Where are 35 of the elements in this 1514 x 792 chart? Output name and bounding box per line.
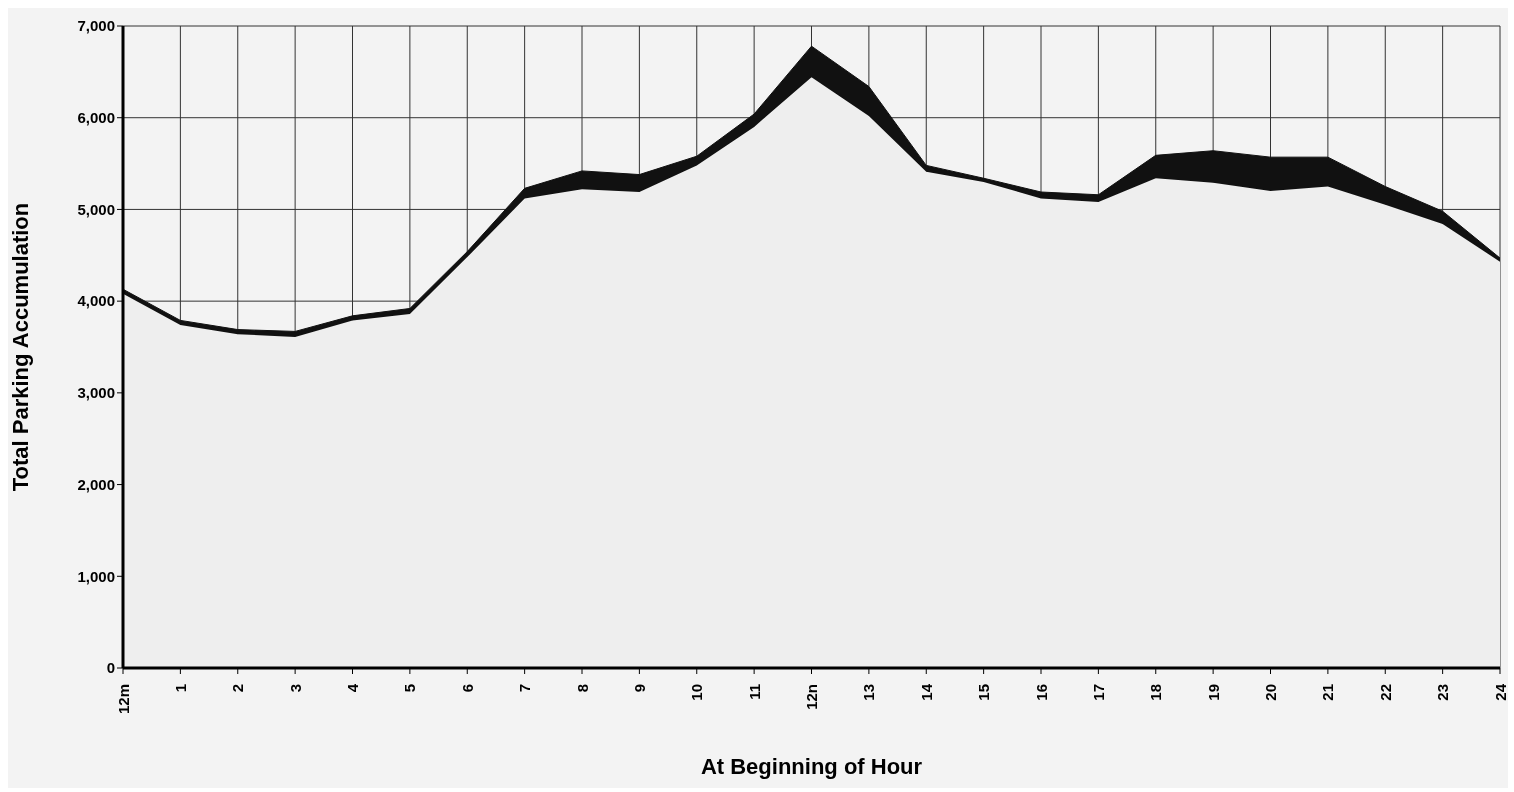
y-tick-label: 1,000 (77, 567, 115, 585)
x-tick-label: 5 (401, 684, 419, 693)
x-tick-label: 8 (573, 684, 591, 693)
x-tick-label: 4 (344, 683, 361, 693)
x-tick-label: 23 (1434, 684, 1452, 701)
x-tick-label: 12m (114, 684, 132, 715)
x-tick-label: 15 (975, 684, 993, 701)
y-axis-title: Total Parking Accumulation (7, 202, 33, 492)
x-tick-label: 13 (860, 684, 878, 701)
x-tick-label: 9 (630, 684, 648, 693)
x-tick-label: 7 (516, 684, 534, 693)
x-tick-label: 21 (1319, 684, 1337, 701)
x-tick-label: 14 (917, 683, 935, 701)
y-tick-label: 0 (106, 659, 115, 677)
x-tick-label: 3 (286, 684, 304, 693)
y-tick-label: 2,000 (77, 475, 115, 493)
x-tick-label: 17 (1089, 684, 1107, 701)
x-tick-label: 22 (1376, 684, 1394, 701)
x-tick-label: 2 (229, 684, 247, 693)
x-tick-label: 20 (1262, 684, 1279, 701)
y-tick-label: 3,000 (77, 384, 115, 402)
x-tick-label: 6 (458, 684, 476, 693)
x-tick-label: 24 (1491, 683, 1509, 701)
y-tick-label: 7,000 (77, 17, 115, 35)
y-tick-label: 6,000 (77, 109, 115, 127)
x-axis-title: At Beginning of Hour (700, 754, 923, 779)
x-tick-label: 18 (1147, 684, 1165, 701)
y-tick-label: 4,000 (77, 292, 115, 310)
x-tick-label: 11 (745, 684, 763, 700)
x-tick-label: 16 (1032, 684, 1050, 701)
x-tick-label: 12n (803, 684, 820, 710)
x-tick-label: 19 (1204, 684, 1222, 701)
x-tick-label: 1 (171, 684, 189, 693)
y-tick-label: 5,000 (77, 200, 115, 218)
x-tick-label: 10 (688, 684, 706, 701)
